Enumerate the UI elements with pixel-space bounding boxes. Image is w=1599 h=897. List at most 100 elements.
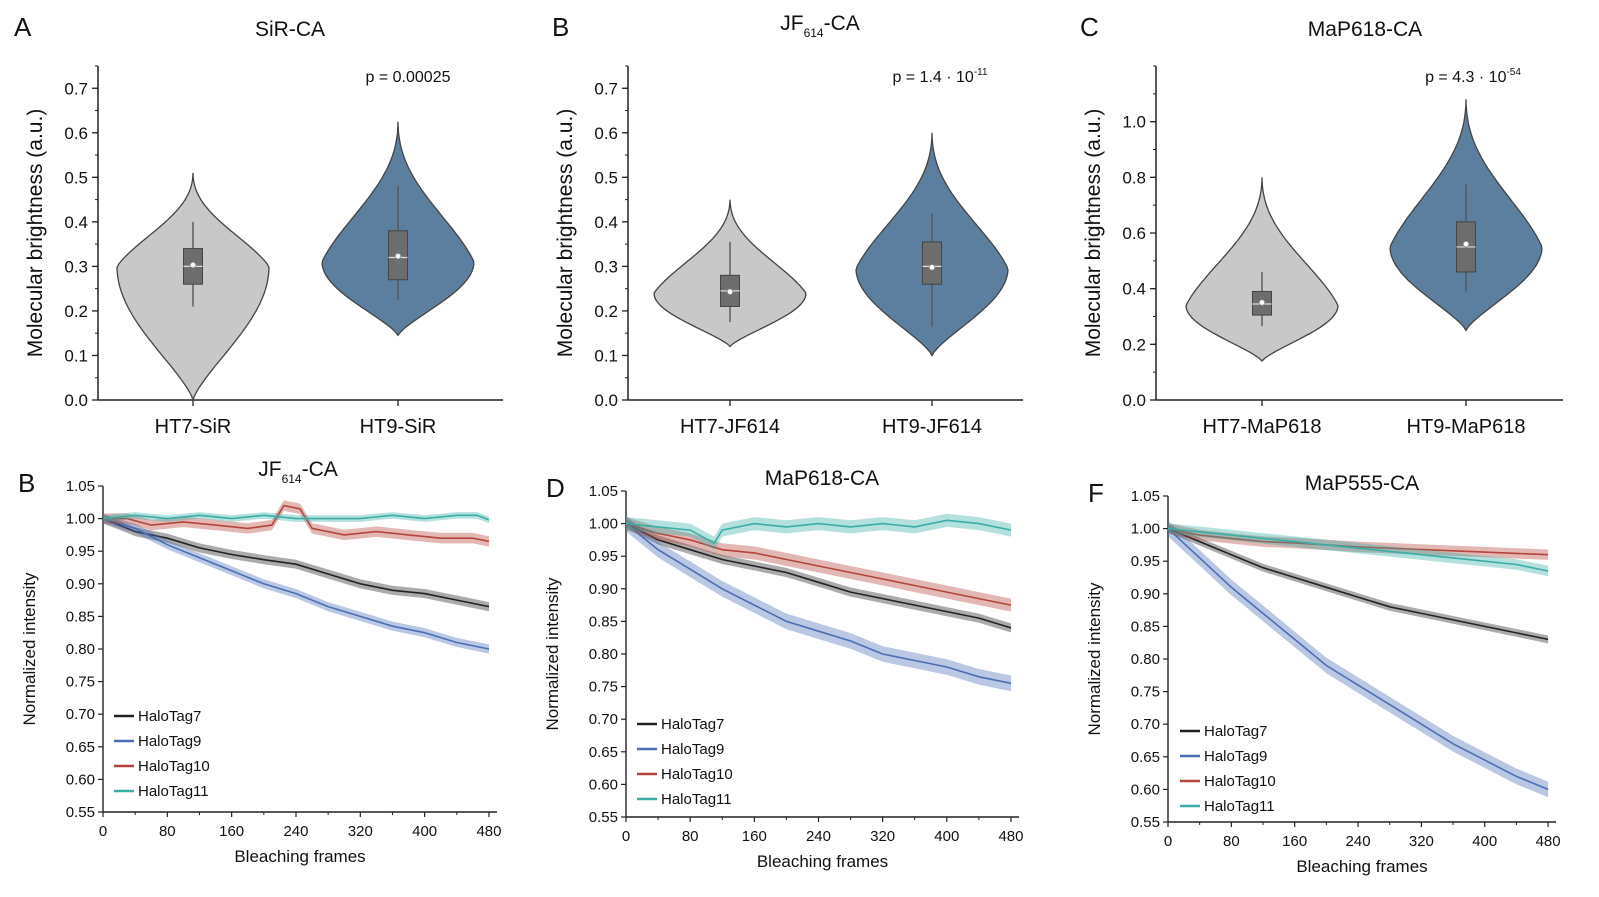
y-tick-label: 0.90 [1131,586,1160,603]
series-error-band [103,500,489,547]
series-line [1167,527,1549,572]
panel-letter: B [18,468,35,498]
panel-title: MaP555-CA [1305,472,1419,495]
title-subscript: 614 [282,472,302,486]
y-tick-label: 0.60 [66,771,95,788]
y-tick-label: 0.0 [64,391,88,410]
x-tick-label: 480 [476,823,501,840]
x-tick-label: 400 [412,823,437,840]
y-tick-label: 0.95 [66,543,95,560]
p-value-label: p = 4.3 · 10-54 [1425,67,1521,86]
violin-panel-b: B JF614-CA p = 1.4 · 10-11 0.0 0.1 0.2 0.3 0.4 0… [552,12,1023,438]
y-axis-label: Normalized intensity [543,577,562,731]
category-label: HT9-JF614 [882,416,982,438]
y-tick-label: 1.0 [1122,113,1146,132]
x-tick-label: 160 [219,823,244,840]
line-panel-d: D MaP618-CA 0.55 0.60 0.65 0.70 0.75 0.80 0.85 0.… [543,467,1023,871]
y-tick-label: 0.55 [1131,814,1160,831]
y-axis-label: Molecular brightness (a.u.) [1082,109,1105,358]
x-tick-label: 80 [1223,833,1240,850]
series-line [102,514,490,521]
series-halotag11: HaloTag11 [1167,523,1549,815]
p-value-text: p = 4.3 · 10 [1425,69,1506,86]
p-value-exponent: -54 [1506,67,1521,78]
category-label: HT7-JF614 [680,416,780,438]
x-tick-label: 240 [806,828,831,845]
x-tick-label: 0 [622,828,630,845]
series-line [102,517,490,650]
panel-title: MaP618-CA [765,467,879,490]
y-tick-label: 0.65 [589,744,618,761]
y-tick-label: 0.0 [594,391,618,410]
series-line [625,522,1012,606]
violin-group: HT9-JF614 [855,132,1009,438]
y-tick-label: 0.4 [1122,280,1146,299]
legend-label: HaloTag7 [661,716,724,733]
y-tick-label: 0.75 [1131,684,1160,701]
legend-label: HaloTag9 [138,733,201,750]
title-main: JF [780,12,803,35]
x-tick-label: 80 [159,823,176,840]
series-halotag11: HaloTag11 [102,512,490,800]
y-tick-label: 0.60 [1131,781,1160,798]
y-tick-label: 0.90 [589,581,618,598]
y-tick-label: 0.55 [66,804,95,821]
x-axis-label: Bleaching frames [234,847,365,866]
series-halotag10: HaloTag10 [103,500,490,775]
y-tick-label: 0.3 [594,257,618,276]
violin-panel-a: A SiR-CA p = 0.00025 0.0 0.1 0.2 0.3 0.4 0.5 0.6 0… [14,12,503,438]
y-tick-label: 0.4 [64,213,88,232]
x-tick-label: 240 [1346,833,1371,850]
x-tick-label: 0 [1164,833,1172,850]
y-tick-label: 0.0 [1122,391,1146,410]
series-error-band [103,514,489,612]
y-tick-label: 1.00 [66,511,95,528]
x-tick-label: 400 [1472,833,1497,850]
legend-label: HaloTag10 [138,758,210,775]
violin-panel-c: C MaP618-CA p = 4.3 · 10-54 0.0 0.2 0.4 0.6 0.8… [1080,12,1563,438]
y-tick-label: 0.95 [589,548,618,565]
p-value-text: p = 1.4 · 10 [892,69,973,86]
legend-label: HaloTag11 [1204,798,1275,815]
y-tick-label: 0.65 [1131,749,1160,766]
category-label: HT9-SiR [360,416,437,438]
violin-panels: A SiR-CA p = 0.00025 0.0 0.1 0.2 0.3 0.4 0.5 0.6 0… [14,12,1563,438]
y-tick-label: 0.6 [594,124,618,143]
x-tick-label: 400 [934,828,959,845]
series-halotag9: HaloTag9 [102,514,490,750]
series-line [1167,527,1549,556]
panel-letter: C [1080,12,1099,42]
panel-title: JF614-CA [258,458,338,486]
y-tick-label: 0.95 [1131,553,1160,570]
x-tick-label: 80 [682,828,699,845]
series-line [103,504,490,543]
y-tick-label: 1.05 [66,478,95,495]
y-tick-label: 0.85 [1131,618,1160,635]
y-axis-label: Molecular brightness (a.u.) [554,109,577,358]
y-tick-label: 0.75 [589,679,618,696]
y-tick-label: 0.75 [66,674,95,691]
x-tick-label: 320 [870,828,895,845]
legend-label: HaloTag7 [138,708,201,725]
series-line [1167,527,1549,641]
series-error-band [103,514,489,654]
x-tick-label: 480 [1536,833,1561,850]
y-tick-label: 0.60 [589,776,618,793]
series-error-band [626,515,1011,692]
y-tick-label: 1.05 [589,483,618,500]
title-tail: -CA [302,458,338,481]
y-tick-label: 0.70 [66,706,95,723]
series-error-band [626,513,1011,550]
panel-title: MaP618-CA [1308,18,1422,41]
series-halotag9: HaloTag9 [1167,520,1549,798]
legend-label: HaloTag7 [1204,723,1267,740]
violin-group: HT9-MaP618 [1389,99,1543,438]
line-panel-b: B JF614-CA 0.55 0.60 0.65 0.70 0.75 0.80 0.85 0.9… [18,458,501,866]
y-tick-label: 1.05 [1131,488,1160,505]
series-error-band [626,519,1011,633]
y-tick-label: 0.1 [64,346,88,365]
category-label: HT9-MaP618 [1407,416,1526,438]
y-tick-label: 0.2 [1122,335,1146,354]
y-tick-label: 0.2 [594,302,618,321]
